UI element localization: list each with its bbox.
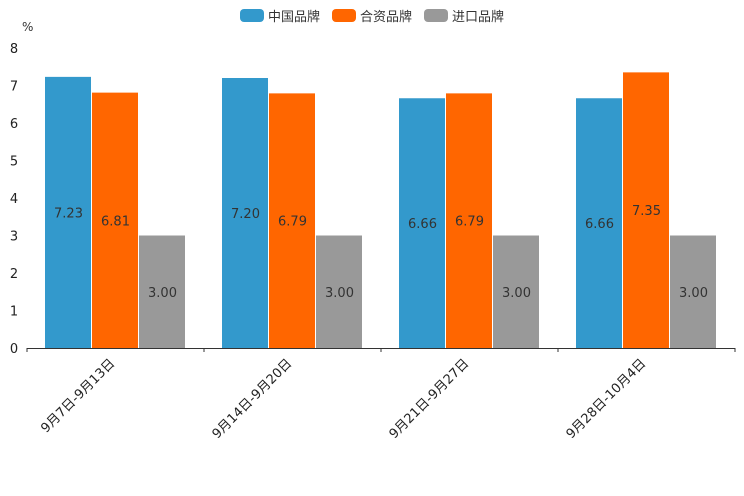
- legend-item-imported-brand[interactable]: 进口品牌: [424, 6, 504, 25]
- bar-value-label: 6.66: [585, 217, 614, 232]
- bar: [92, 92, 138, 348]
- bar: [316, 235, 362, 348]
- bar-value-label: 3.00: [679, 286, 708, 301]
- bar-value-label: 6.79: [278, 215, 307, 230]
- y-tick-label: 8: [10, 42, 18, 57]
- bar-value-label: 6.66: [408, 217, 437, 232]
- bar: [576, 98, 622, 348]
- bar: [399, 98, 445, 348]
- bar: [493, 235, 539, 348]
- legend-label-china-brand: 中国品牌: [267, 10, 320, 25]
- y-tick-label: 3: [10, 230, 18, 245]
- y-tick-label: 4: [10, 192, 18, 207]
- bar: [222, 78, 268, 348]
- x-category-label: 9月14日-9月20日: [210, 356, 296, 442]
- bar-value-label: 3.00: [148, 286, 177, 301]
- x-category-label: 9月28日-10月4日: [564, 356, 650, 442]
- y-axis-unit: %: [22, 20, 34, 34]
- y-tick-label: 0: [10, 342, 18, 357]
- legend-label-joint-venture-brand: 合资品牌: [359, 10, 412, 25]
- bar: [45, 76, 91, 348]
- bar-value-label: 7.35: [632, 204, 661, 219]
- bar-value-label: 6.81: [101, 214, 130, 229]
- legend-label-imported-brand: 进口品牌: [452, 10, 505, 25]
- bar-value-label: 7.20: [231, 207, 260, 222]
- bar-value-label: 3.00: [325, 286, 354, 301]
- bar: [139, 235, 185, 348]
- y-tick-label: 6: [10, 117, 18, 132]
- y-tick-label: 5: [10, 155, 18, 170]
- x-category-label: 9月7日-9月13日: [38, 356, 118, 436]
- legend-swatch-joint-venture-brand: [331, 9, 356, 22]
- y-tick-label: 2: [10, 267, 18, 282]
- legend-item-china-brand[interactable]: 中国品牌: [239, 6, 320, 25]
- legend: 中国品牌 合资品牌 进口品牌: [0, 6, 744, 25]
- x-category-label: 9月21日-9月27日: [387, 356, 473, 442]
- legend-item-joint-venture-brand[interactable]: 合资品牌: [331, 6, 412, 25]
- legend-swatch-imported-brand: [424, 9, 448, 22]
- bar-value-label: 3.00: [502, 286, 531, 301]
- bar: [623, 72, 669, 348]
- y-tick-label: 7: [10, 80, 18, 95]
- legend-swatch-china-brand: [239, 9, 264, 22]
- y-tick-label: 1: [10, 305, 18, 320]
- bar: [670, 235, 716, 348]
- bar-value-label: 6.79: [455, 215, 484, 230]
- bar: [269, 93, 315, 348]
- bar: [446, 93, 492, 348]
- bar-value-label: 7.23: [54, 206, 83, 221]
